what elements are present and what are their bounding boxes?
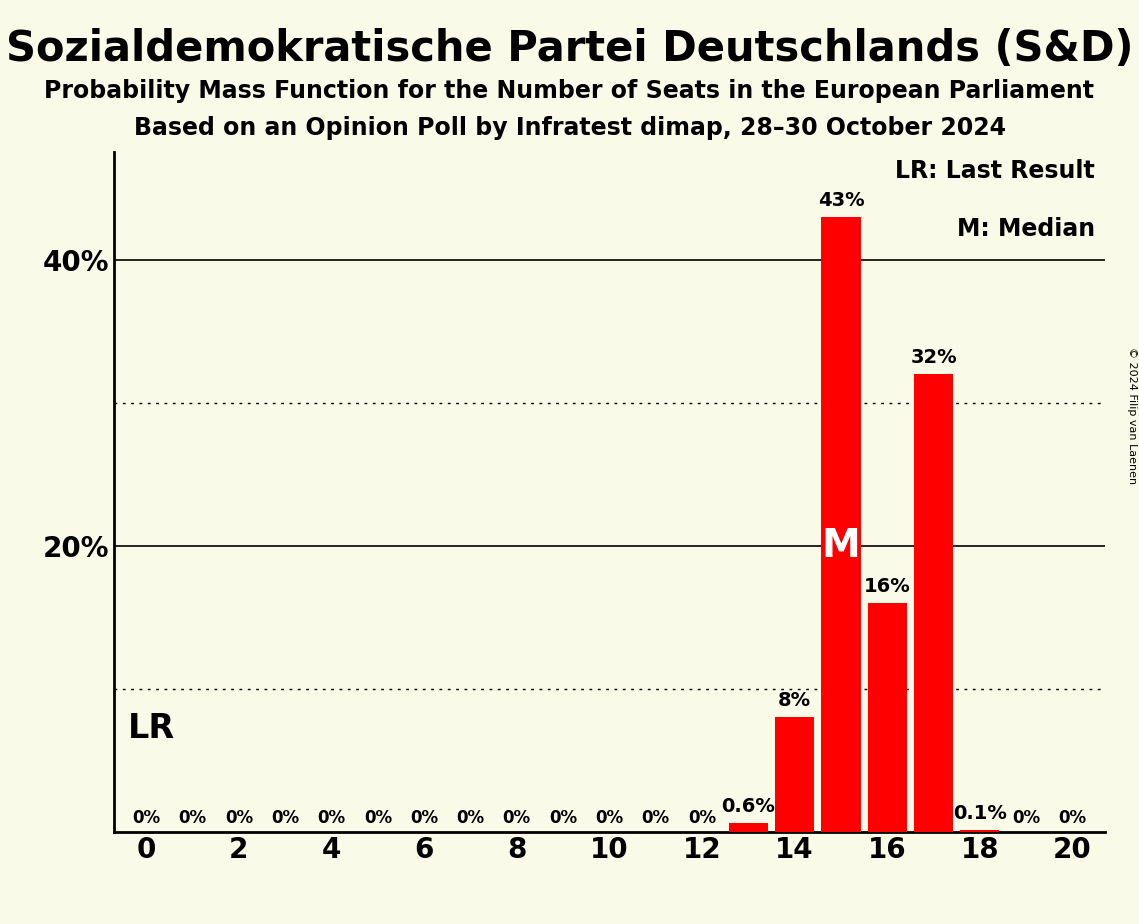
Bar — [821, 217, 861, 832]
Text: 32%: 32% — [910, 348, 957, 367]
Text: 43%: 43% — [818, 190, 865, 210]
Text: 0%: 0% — [688, 809, 716, 827]
Text: 0%: 0% — [179, 809, 206, 827]
Text: Probability Mass Function for the Number of Seats in the European Parliament: Probability Mass Function for the Number… — [44, 79, 1095, 103]
Text: 0%: 0% — [641, 809, 670, 827]
Bar — [775, 717, 814, 832]
Text: Based on an Opinion Poll by Infratest dimap, 28–30 October 2024: Based on an Opinion Poll by Infratest di… — [133, 116, 1006, 140]
Text: 0%: 0% — [502, 809, 531, 827]
Text: 0%: 0% — [318, 809, 345, 827]
Text: 0%: 0% — [457, 809, 484, 827]
Text: 8%: 8% — [778, 691, 811, 710]
Text: 0%: 0% — [1058, 809, 1087, 827]
Text: 0%: 0% — [132, 809, 161, 827]
Text: © 2024 Filip van Laenen: © 2024 Filip van Laenen — [1126, 347, 1137, 484]
Text: 0%: 0% — [224, 809, 253, 827]
Text: M: Median: M: Median — [957, 217, 1095, 241]
Text: 0.1%: 0.1% — [953, 804, 1007, 823]
Bar — [729, 823, 768, 832]
Text: 0%: 0% — [363, 809, 392, 827]
Text: 0%: 0% — [549, 809, 577, 827]
Text: 0.6%: 0.6% — [721, 796, 776, 816]
Text: 0%: 0% — [410, 809, 439, 827]
Text: 0%: 0% — [596, 809, 623, 827]
Text: M: M — [821, 527, 860, 565]
Bar — [868, 602, 907, 832]
Text: LR: Last Result: LR: Last Result — [895, 159, 1095, 183]
Bar — [913, 374, 953, 832]
Bar — [960, 830, 1000, 832]
Text: 0%: 0% — [271, 809, 300, 827]
Text: LR: LR — [128, 712, 175, 745]
Text: 16%: 16% — [863, 577, 910, 596]
Text: Sozialdemokratische Partei Deutschlands (S&D): Sozialdemokratische Partei Deutschlands … — [6, 28, 1133, 69]
Text: 0%: 0% — [1013, 809, 1040, 827]
